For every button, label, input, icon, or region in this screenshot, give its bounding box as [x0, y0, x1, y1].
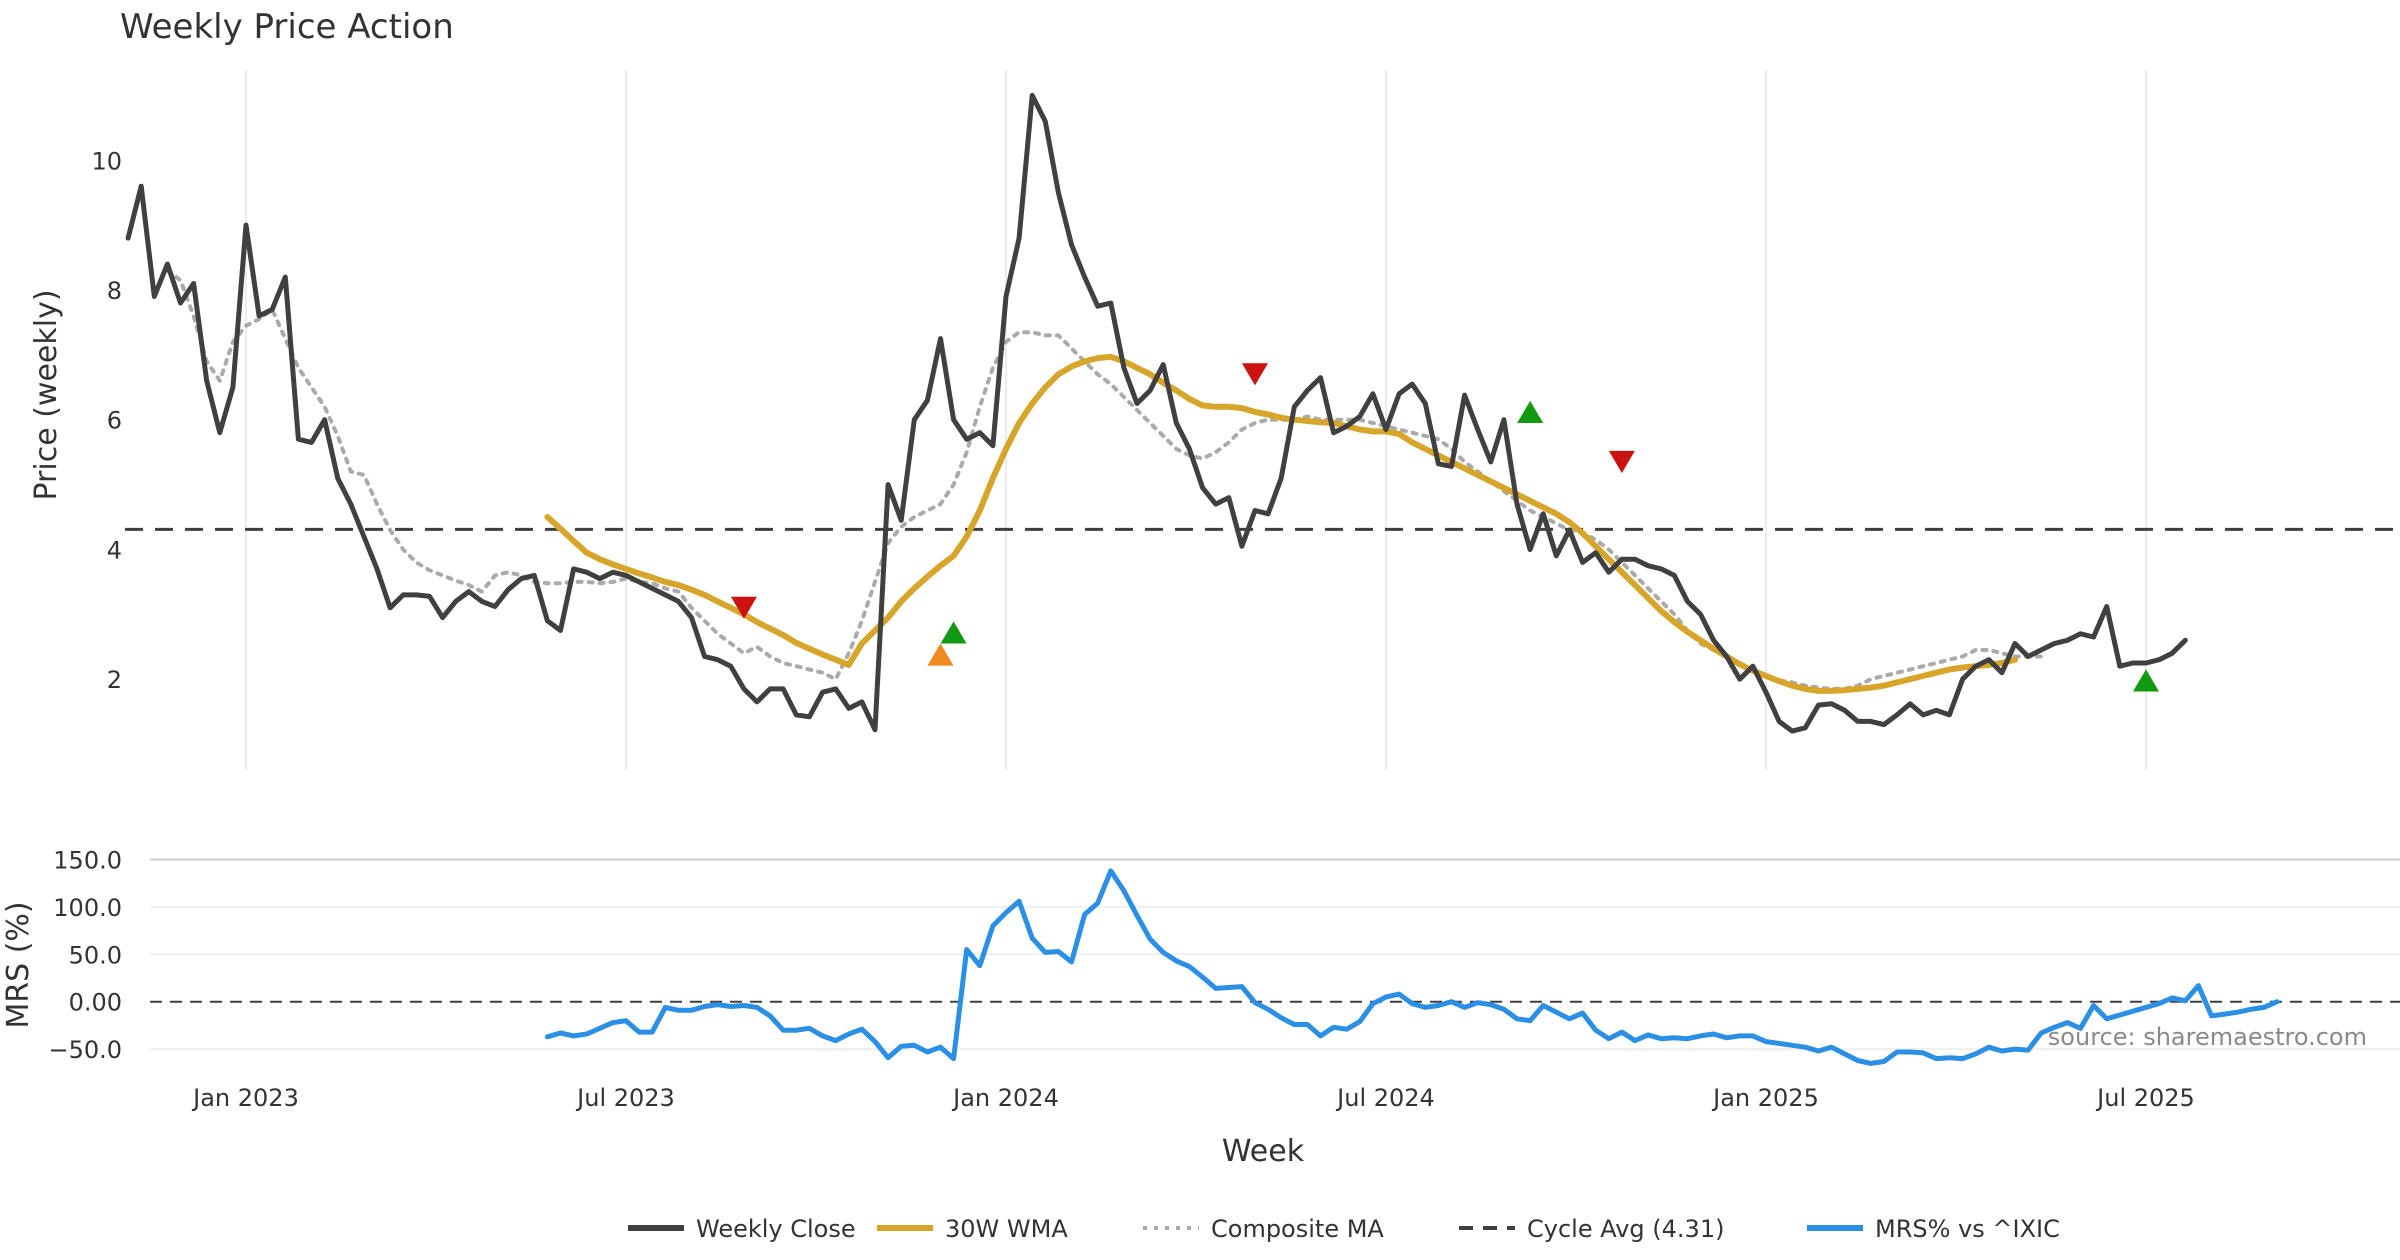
source-note: source: sharemaestro.com: [2048, 1023, 2367, 1051]
price-y-tick-label: 4: [107, 536, 122, 564]
x-axis-label: Week: [1222, 1134, 1305, 1169]
x-axis-ticks: Jan 2023 Jul 2023 Jan 2024 Jul 2024 Jan 2025…: [191, 1084, 2195, 1112]
mrs-y-tick-label: 0.00: [69, 989, 122, 1017]
buy-signal-marker-2: [940, 621, 967, 644]
mrs-y-tick-label: 150.0: [53, 846, 122, 874]
mrs-series-group: [544, 868, 2280, 1066]
x-tick-label: Jul 2024: [1335, 1084, 1435, 1112]
series-30w-wma: [544, 353, 2018, 694]
mrs-y-tick-label: 50.0: [69, 941, 122, 969]
signal-markers: [730, 363, 2159, 692]
mrs-grid: [150, 858, 2400, 1051]
legend-label-30w-wma: 30W WMA: [945, 1215, 1068, 1243]
x-tick-label: Jan 2024: [951, 1084, 1059, 1112]
x-tick-label: Jul 2025: [2095, 1084, 2195, 1112]
price-y-tick-label: 10: [91, 147, 122, 175]
legend-label-composite-ma: Composite MA: [1211, 1215, 1384, 1243]
price-y-tick-label: 8: [107, 277, 122, 305]
price-y-tick-label: 2: [107, 666, 122, 694]
buy-signal-marker-4: [1517, 400, 1544, 423]
buy-signal-marker-1: [927, 643, 954, 666]
sell-signal-marker-0: [730, 596, 757, 619]
mrs-y-axis-label: MRS (%): [1, 901, 36, 1028]
series-mrs-vs-ixic: [544, 868, 2280, 1066]
mrs-y-tick-label: 100.0: [53, 894, 122, 922]
legend: Weekly Close 30W WMA Composite MA Cycle Avg…: [628, 1215, 2060, 1243]
price-y-tick-label: 6: [107, 407, 122, 435]
price-grid: [245, 70, 2147, 770]
sell-signal-marker-3: [1241, 363, 1268, 386]
price-y-ticks: 2 4 6 8 10: [91, 147, 122, 694]
mrs-y-ticks: 150.0 100.0 50.0 0.00 −50.0: [48, 846, 122, 1064]
legend-label-cycle-avg-4-31: Cycle Avg (4.31): [1527, 1215, 1724, 1243]
x-tick-label: Jan 2023: [191, 1084, 299, 1112]
sell-signal-marker-5: [1608, 450, 1635, 473]
legend-label-mrs-vs-ixic: MRS% vs ^IXIC: [1875, 1215, 2060, 1243]
x-tick-label: Jan 2025: [1711, 1084, 1819, 1112]
series-weekly-close: [125, 92, 2188, 734]
mrs-y-tick-label: −50.0: [48, 1036, 122, 1064]
series-composite-ma: [165, 268, 2044, 691]
chart-title: Weekly Price Action: [120, 7, 454, 47]
price-y-axis-label: Price (weekly): [29, 289, 64, 500]
x-tick-label: Jul 2023: [575, 1084, 675, 1112]
legend-label-weekly-close: Weekly Close: [696, 1215, 856, 1243]
buy-signal-marker-6: [2133, 669, 2159, 692]
price-series-group: [125, 92, 2188, 734]
